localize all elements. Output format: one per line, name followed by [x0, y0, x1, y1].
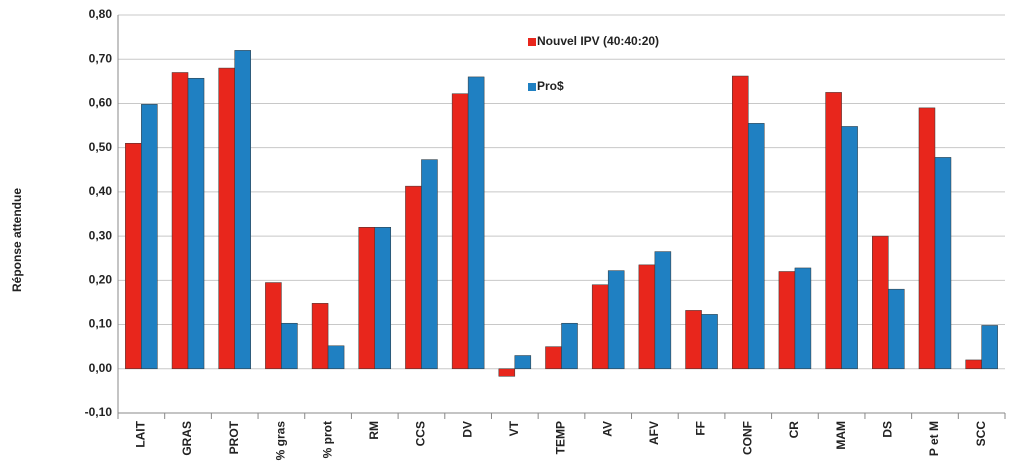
bar: [638, 264, 656, 370]
y-tick-label: 0,70: [89, 51, 113, 65]
bar: [872, 235, 889, 370]
bar: [327, 345, 345, 370]
bar: [218, 67, 235, 370]
bar: [778, 271, 796, 370]
bar: [545, 346, 562, 370]
bar: [701, 314, 718, 370]
x-tick-label: AFV: [647, 421, 661, 445]
y-tick-label: 0,40: [89, 184, 113, 198]
bar: [731, 75, 749, 370]
y-tick-label: 0,30: [89, 228, 113, 242]
y-tick-label: 0,10: [89, 317, 113, 331]
bar: [514, 355, 532, 370]
x-tick-label: AV: [600, 421, 614, 437]
x-tick-label: LAIT: [134, 420, 148, 447]
bar: [141, 104, 158, 370]
bar: [918, 107, 936, 370]
x-tick-label: % gras: [274, 421, 288, 461]
x-tick-label: GRAS: [180, 421, 194, 456]
y-tick-label: 0,20: [89, 273, 113, 287]
bar: [498, 368, 516, 377]
bar: [654, 251, 672, 370]
x-tick-label: CCS: [414, 421, 428, 446]
bar: [281, 322, 298, 370]
x-tick-label: FF: [694, 421, 708, 436]
x-tick-label: SCC: [974, 421, 988, 447]
bar: [607, 270, 625, 370]
y-tick-label: 0,50: [89, 140, 113, 154]
bar: [467, 76, 485, 370]
legend-swatch: [528, 38, 536, 46]
x-tick-label: CONF: [740, 421, 754, 455]
bar: [825, 92, 842, 370]
bar: [358, 227, 376, 370]
x-tick-label: MAM: [834, 421, 848, 450]
bar: [125, 142, 142, 370]
bar: [171, 72, 189, 370]
bar: [311, 303, 329, 370]
bar: [934, 157, 952, 370]
legend-label: Nouvel IPV (40:40:20): [537, 34, 659, 48]
x-tick-label: DS: [880, 421, 894, 438]
y-tick-label: 0,80: [89, 7, 113, 21]
x-tick-label: CR: [787, 421, 801, 439]
bar: [685, 310, 702, 370]
y-axis-label: Réponse attendue: [10, 188, 24, 292]
bar: [591, 284, 609, 370]
x-tick-label: % prot: [320, 421, 334, 458]
bar: [981, 325, 998, 370]
bar: [888, 288, 905, 370]
x-tick-label: PROT: [227, 420, 241, 454]
bar: [451, 93, 469, 370]
x-tick-label: P et M: [927, 421, 941, 456]
bar: [187, 77, 205, 370]
y-tick-label: -0,10: [85, 405, 113, 419]
x-tick-label: RM: [367, 421, 381, 440]
bar: [405, 185, 422, 370]
bar: [747, 123, 765, 370]
bar: [234, 50, 251, 370]
bar: [965, 359, 982, 370]
bar: [374, 227, 392, 370]
bar: [841, 126, 858, 370]
bar: [265, 282, 282, 370]
legend-swatch: [528, 83, 536, 91]
bar: [794, 267, 812, 370]
x-tick-label: TEMP: [554, 421, 568, 454]
bar: [561, 322, 578, 370]
bar: [421, 159, 438, 370]
legend-label: Pro$: [537, 79, 564, 93]
y-tick-label: 0,00: [89, 361, 113, 375]
x-tick-label: DV: [460, 421, 474, 438]
y-tick-label: 0,60: [89, 96, 113, 110]
x-tick-label: VT: [507, 420, 521, 436]
